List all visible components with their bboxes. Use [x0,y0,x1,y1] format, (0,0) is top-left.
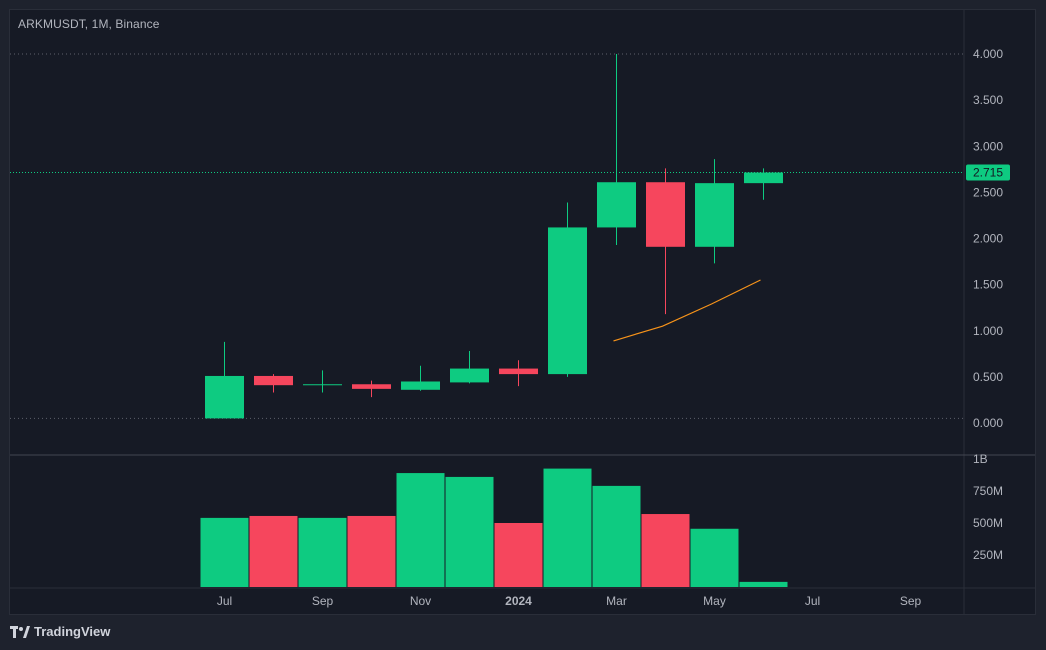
candle-body [352,384,391,389]
price-tick-label: 0.000 [973,416,1003,430]
volume-bar [494,523,543,587]
candle [303,370,342,393]
volume-bar [396,473,445,587]
candle-body [597,182,636,228]
volume-bar [641,514,690,587]
candle-body [646,182,685,247]
candle-body [205,375,244,419]
candle [695,159,734,264]
last-price-label: 2.715 [973,166,1003,180]
price-tick-label: 0.500 [973,370,1003,384]
price-tick-label: 2.000 [973,232,1003,246]
price-tick-label: 2.500 [973,185,1003,199]
tradingview-logo[interactable]: TradingView [10,624,110,639]
volume-bar [298,517,347,587]
volume-bar [249,515,298,587]
time-tick-label: Mar [606,594,627,608]
time-tick-label: Jul [805,594,820,608]
candle-body [450,368,489,383]
price-tick-label: 3.000 [973,139,1003,153]
price-tick-label: 1.000 [973,324,1003,338]
axes: 4.000 3.500 3.000 2.500 2.000 1.500 1.000 0.500… [10,10,1035,614]
candle [352,380,391,398]
candle-body [744,172,783,184]
candle [205,341,244,419]
time-tick-label: Jul [217,594,232,608]
volume-bar [592,485,641,587]
candle-body [401,381,440,390]
candle-body [548,227,587,375]
symbol-title: ARKMUSDT, 1M, Binance [18,17,160,31]
tradingview-logo-icon [10,625,30,638]
volume-bar [347,515,396,587]
time-tick-label: May [703,594,726,608]
last-price-badge [966,164,1010,181]
volume-bar [690,528,739,587]
candle [401,365,440,391]
candle-body [254,375,293,386]
candle [744,168,783,200]
price-tick-label: 3.500 [973,93,1003,107]
volume-bar [445,476,494,587]
volume-bar [739,581,788,587]
price-tick-label: 4.000 [973,47,1003,61]
candle [646,168,685,315]
candle-body [499,368,538,375]
candle [254,374,293,393]
price-tick-label: 1.500 [973,278,1003,292]
candle [499,360,538,387]
chart-frame[interactable] [9,9,1036,615]
moving-average-line [613,279,761,342]
time-tick-label: 2024 [505,594,532,608]
volume-tick-label: 250M [973,548,1003,562]
volume-pane [200,468,788,587]
candle [597,54,636,245]
time-tick-label: Nov [410,594,431,608]
time-tick-label: Sep [312,594,334,608]
price-pane [10,53,964,419]
tradingview-brand-label: TradingView [34,624,111,639]
volume-tick-label: 500M [973,516,1003,530]
candle-body [303,384,342,386]
candle [548,202,587,377]
candle-body [695,183,734,247]
time-tick-label: Sep [900,594,922,608]
volume-tick-label: 750M [973,484,1003,498]
volume-bar [543,468,592,587]
volume-tick-label: 1B [973,452,988,466]
candle [450,351,489,384]
volume-bar [200,517,249,587]
